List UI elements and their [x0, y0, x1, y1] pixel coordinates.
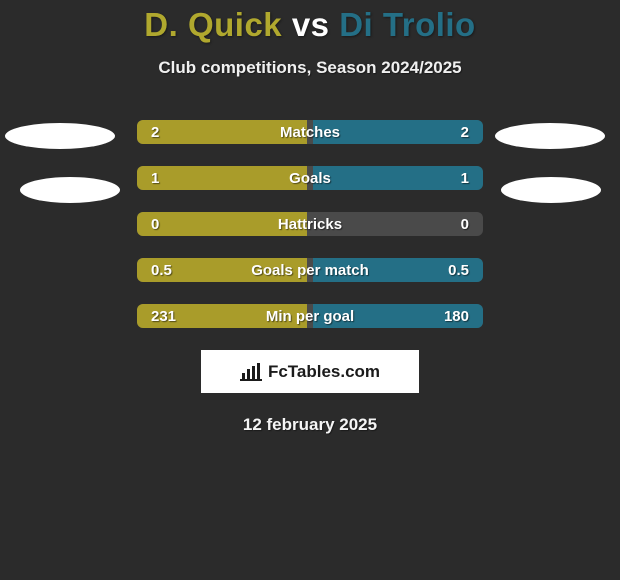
stat-row: 0Hattricks0 — [137, 212, 483, 236]
brand-box: FcTables.com — [201, 350, 419, 393]
row-label: Goals — [137, 170, 483, 187]
value-left: 0 — [151, 216, 159, 233]
stat-rows: 2Matches2 1Goals1 0Hattricks0 0.5Goals per … — [0, 120, 620, 328]
value-left: 2 — [151, 124, 159, 141]
value-left: 1 — [151, 170, 159, 187]
row-values: 0.5Goals per match0.5 — [137, 258, 483, 282]
stat-row: 0.5Goals per match0.5 — [137, 258, 483, 282]
value-left: 0.5 — [151, 262, 172, 279]
value-left: 231 — [151, 308, 176, 325]
row-label: Goals per match — [137, 262, 483, 279]
h2h-infographic: D. Quick vs Di Trolio Club competitions,… — [0, 0, 620, 580]
left-marker-1 — [5, 123, 115, 149]
brand-text: FcTables.com — [268, 362, 380, 382]
title-player1: D. Quick — [144, 6, 282, 43]
subtitle: Club competitions, Season 2024/2025 — [0, 58, 620, 78]
left-marker-2 — [20, 177, 120, 203]
bar-chart-icon — [240, 363, 262, 381]
date-text: 12 february 2025 — [0, 415, 620, 435]
row-label: Matches — [137, 124, 483, 141]
stat-row: 2Matches2 — [137, 120, 483, 144]
value-right: 1 — [461, 170, 469, 187]
right-marker-2 — [501, 177, 601, 203]
row-values: 2Matches2 — [137, 120, 483, 144]
row-values: 231Min per goal180 — [137, 304, 483, 328]
row-label: Min per goal — [137, 308, 483, 325]
title-vs: vs — [292, 6, 330, 43]
value-right: 0.5 — [448, 262, 469, 279]
title-player2: Di Trolio — [339, 6, 476, 43]
right-marker-1 — [495, 123, 605, 149]
value-right: 2 — [461, 124, 469, 141]
value-right: 180 — [444, 308, 469, 325]
page-title: D. Quick vs Di Trolio — [0, 0, 620, 44]
value-right: 0 — [461, 216, 469, 233]
row-values: 1Goals1 — [137, 166, 483, 190]
row-label: Hattricks — [137, 216, 483, 233]
stat-row: 231Min per goal180 — [137, 304, 483, 328]
stat-row: 1Goals1 — [137, 166, 483, 190]
row-values: 0Hattricks0 — [137, 212, 483, 236]
